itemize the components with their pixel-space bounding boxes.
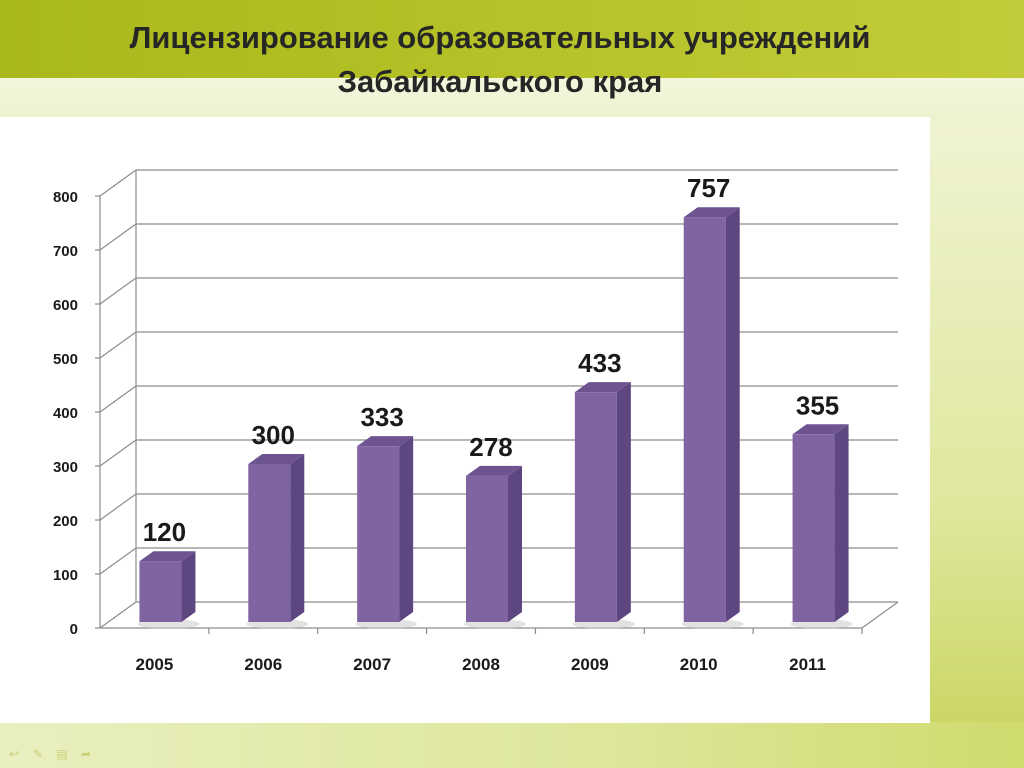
- gridline-side-200: [99, 493, 137, 521]
- bar-top-2007: [357, 436, 414, 447]
- pen-icon[interactable]: ✎: [32, 747, 44, 761]
- bar-top-2010: [683, 207, 740, 218]
- bottom-decoration: [0, 722, 1024, 768]
- data-label-2005: 120: [143, 517, 186, 547]
- gridline-side-600: [99, 277, 137, 305]
- bar-side-2006: [290, 454, 305, 622]
- data-label-2009: 433: [578, 348, 621, 378]
- bar-2011: [792, 434, 835, 622]
- header-band: [0, 0, 1024, 78]
- bar-side-2007: [399, 436, 414, 622]
- y-tick-label-600: 600: [53, 297, 78, 314]
- bar-side-2009: [616, 382, 631, 622]
- y-tick-label-300: 300: [53, 459, 78, 476]
- gridline-side-100: [99, 547, 137, 575]
- floor-right-edge: [861, 601, 899, 629]
- bar-top-2011: [792, 424, 849, 435]
- bar-2010: [683, 217, 726, 622]
- data-label-2007: 333: [360, 402, 403, 432]
- x-tick-label-2006: 2006: [244, 655, 282, 674]
- y-tick-label-400: 400: [53, 405, 78, 422]
- next-arrow-icon[interactable]: ➦: [80, 747, 92, 761]
- slide-title-line-2: Забайкальского края: [337, 64, 663, 99]
- y-tick-label-500: 500: [53, 351, 78, 368]
- data-label-2006: 300: [252, 420, 295, 450]
- bar-side-2011: [834, 424, 849, 622]
- data-label-2010: 757: [687, 173, 730, 203]
- bar-top-2009: [574, 382, 631, 393]
- bar-2006: [248, 464, 291, 622]
- bar-side-2010: [725, 207, 740, 622]
- y-tick-label-100: 100: [53, 567, 78, 584]
- slide-title: Лицензирование образовательных учреждени…: [0, 16, 1000, 104]
- y-tick-label-200: 200: [53, 513, 78, 530]
- y-tick-label-800: 800: [53, 189, 78, 206]
- menu-icon[interactable]: ▤: [56, 747, 68, 761]
- gridline-side-500: [99, 331, 137, 359]
- bar-side-2005: [181, 551, 196, 622]
- bar-side-2008: [508, 465, 522, 622]
- bar-2007: [357, 446, 400, 622]
- bar-2009: [574, 392, 617, 622]
- x-tick-label-2011: 2011: [789, 655, 826, 674]
- bar-top-2006: [248, 454, 305, 464]
- data-label-2008: 278: [469, 432, 512, 462]
- bar-top-2005: [139, 551, 196, 562]
- data-label-2011: 355: [796, 390, 839, 420]
- bar-2005: [139, 561, 182, 622]
- right-decoration: [930, 118, 1024, 768]
- gridline-side-400: [99, 385, 137, 413]
- slide-title-line-1: Лицензирование образовательных учреждени…: [129, 20, 871, 55]
- gridline-side-0: [99, 601, 137, 629]
- gridline-side-300: [99, 439, 137, 467]
- slide-nav: ↩ ✎ ▤ ➦: [6, 748, 94, 760]
- bar-top-2008: [466, 465, 522, 476]
- x-tick-label-2009: 2009: [571, 655, 609, 674]
- x-tick-label-2005: 2005: [136, 655, 174, 674]
- subheader-band: [0, 78, 1024, 118]
- gridline-side-800: [99, 169, 137, 197]
- y-tick-label-700: 700: [53, 243, 78, 260]
- gridline-side-700: [99, 223, 137, 251]
- x-tick-label-2010: 2010: [680, 655, 718, 674]
- x-tick-label-2008: 2008: [462, 655, 500, 674]
- y-tick-label-0: 0: [70, 621, 78, 638]
- prev-arrow-icon[interactable]: ↩: [8, 747, 20, 761]
- bar-2008: [466, 475, 508, 622]
- x-tick-label-2007: 2007: [353, 655, 391, 674]
